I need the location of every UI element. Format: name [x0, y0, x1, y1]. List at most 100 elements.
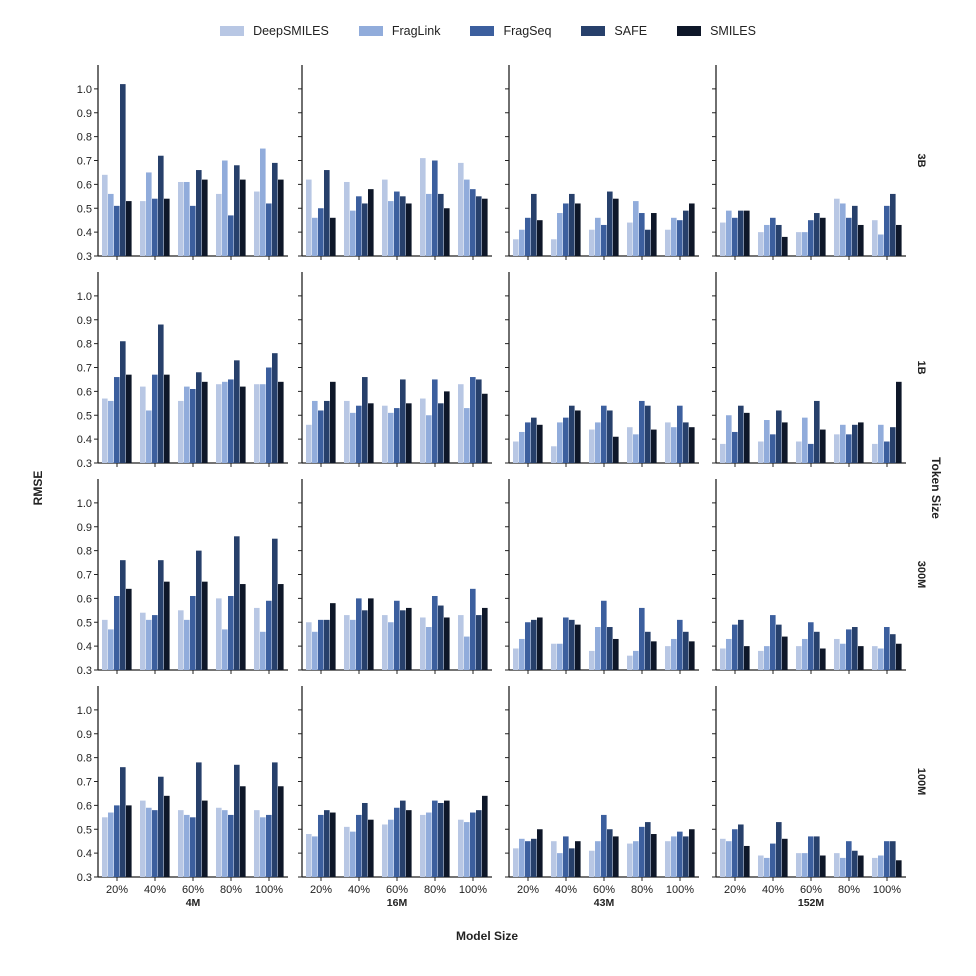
bar — [846, 841, 852, 877]
bar — [126, 201, 132, 256]
bar — [726, 210, 732, 256]
bar — [525, 622, 531, 670]
bar — [350, 619, 356, 670]
bar — [202, 179, 208, 256]
legend-label-safe: SAFE — [614, 24, 648, 38]
bar — [872, 443, 878, 463]
bar — [689, 829, 695, 877]
bar — [306, 622, 312, 670]
bar — [744, 210, 750, 256]
bar — [330, 381, 336, 463]
bar — [266, 600, 272, 670]
bar — [513, 648, 519, 670]
row-strip-title: Token Size — [929, 457, 943, 519]
bar — [324, 400, 330, 463]
bar — [184, 181, 190, 256]
bar — [758, 441, 764, 463]
bar — [312, 836, 318, 877]
bar — [114, 805, 120, 878]
legend-item-fragseq: FragSeq — [470, 24, 551, 38]
bar — [665, 229, 671, 256]
bar — [140, 612, 146, 670]
bar — [808, 443, 814, 463]
bar — [732, 431, 738, 463]
bar — [738, 405, 744, 463]
bar — [178, 810, 184, 877]
bar — [840, 643, 846, 670]
bar — [318, 814, 324, 877]
bar — [884, 627, 890, 670]
bar — [458, 819, 464, 877]
bar — [513, 441, 519, 463]
x-tick-label: 60% — [386, 884, 408, 896]
bar — [671, 217, 677, 256]
bar — [627, 427, 633, 463]
bar — [108, 400, 114, 463]
bar — [744, 412, 750, 463]
bar — [607, 410, 613, 463]
bar — [330, 812, 336, 877]
bar — [896, 643, 902, 670]
y-tick-label: 0.8 — [77, 546, 92, 558]
bar — [846, 217, 852, 256]
bar — [595, 841, 601, 877]
bar — [184, 386, 190, 463]
bar — [126, 588, 132, 670]
bar — [278, 381, 284, 463]
x-tick-label: 20% — [310, 884, 332, 896]
bar — [796, 646, 802, 671]
bar — [525, 422, 531, 463]
bar — [820, 855, 826, 877]
bar — [190, 205, 196, 256]
y-tick-label: 1.0 — [77, 84, 92, 96]
bar — [569, 405, 575, 463]
bar — [738, 824, 744, 877]
bar — [744, 845, 750, 877]
bar — [852, 627, 858, 670]
bar — [589, 229, 595, 256]
bar — [102, 619, 108, 670]
bar — [633, 201, 639, 256]
bar — [108, 629, 114, 670]
bar — [394, 600, 400, 670]
y-tick-label: 0.4 — [77, 848, 92, 860]
x-axis-title: Model Size — [456, 929, 518, 943]
bar — [356, 405, 362, 463]
bar — [184, 814, 190, 877]
bar — [726, 415, 732, 463]
bar — [639, 213, 645, 256]
bar — [689, 427, 695, 463]
bar — [216, 598, 222, 671]
y-tick-label: 1.0 — [77, 498, 92, 510]
bar — [426, 812, 432, 877]
column-strip-label: 4M — [186, 897, 201, 909]
bar — [601, 814, 607, 877]
bar — [627, 222, 633, 256]
x-tick-label: 80% — [424, 884, 446, 896]
bar — [689, 203, 695, 256]
bar — [388, 819, 394, 877]
bar — [814, 400, 820, 463]
bar — [575, 841, 581, 877]
bar — [146, 619, 152, 670]
bar — [388, 412, 394, 463]
bar — [575, 624, 581, 670]
bar — [720, 838, 726, 877]
bar — [613, 436, 619, 463]
bar — [126, 805, 132, 878]
bar — [438, 605, 444, 670]
y-tick-label: 0.7 — [77, 156, 92, 168]
bar — [896, 860, 902, 877]
x-tick-label: 40% — [348, 884, 370, 896]
bar — [645, 822, 651, 877]
bar — [388, 201, 394, 256]
y-tick-label: 0.8 — [77, 132, 92, 144]
bar — [607, 627, 613, 670]
bar — [114, 595, 120, 670]
legend-item-safe: SAFE — [581, 24, 647, 38]
bar — [802, 853, 808, 878]
bar — [426, 193, 432, 256]
bar — [890, 634, 896, 670]
bar — [551, 841, 557, 877]
bar — [627, 655, 633, 670]
